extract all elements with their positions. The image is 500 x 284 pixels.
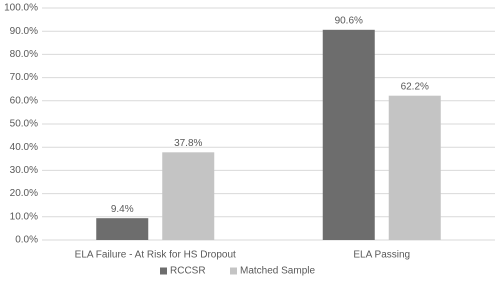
y-tick-label: 0.0%: [15, 235, 38, 246]
y-tick-label: 100.0%: [4, 3, 38, 14]
legend-label: Matched Sample: [240, 266, 315, 277]
y-tick-label: 90.0%: [10, 26, 38, 37]
legend-swatch: [230, 267, 237, 275]
y-tick-label: 60.0%: [10, 95, 38, 106]
y-tick-label: 50.0%: [10, 119, 38, 130]
legend-label: RCCSR: [170, 266, 206, 277]
value-label: 62.2%: [401, 81, 429, 92]
bar: [388, 95, 441, 240]
value-label: 9.4%: [111, 204, 134, 215]
value-label: 37.8%: [174, 138, 202, 149]
bar: [162, 152, 215, 240]
y-tick-label: 30.0%: [10, 165, 38, 176]
y-tick-label: 70.0%: [10, 72, 38, 83]
bar: [96, 218, 149, 240]
y-tick-label: 80.0%: [10, 49, 38, 60]
x-tick-label: ELA Passing: [353, 250, 410, 261]
value-label: 90.6%: [335, 15, 363, 26]
x-tick-label: ELA Failure - At Risk for HS Dropout: [75, 250, 236, 261]
legend-swatch: [160, 267, 167, 275]
y-tick-label: 20.0%: [10, 188, 38, 199]
bar: [322, 29, 375, 241]
y-tick-label: 10.0%: [10, 211, 38, 222]
y-tick-label: 40.0%: [10, 142, 38, 153]
